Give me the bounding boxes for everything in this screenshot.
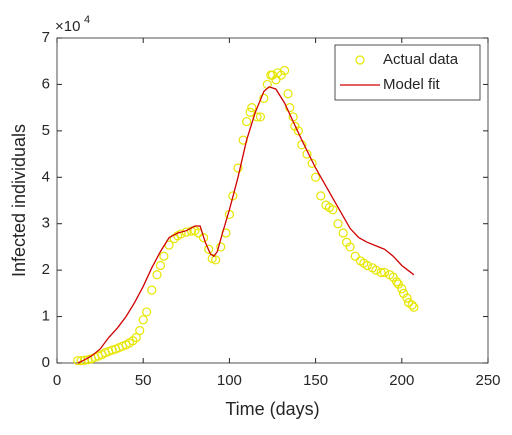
data-point [216,242,226,252]
data-point [409,302,419,312]
y-axis-label: Infected individuals [9,124,29,277]
x-axis-label: Time (days) [225,399,319,419]
data-point [255,112,266,122]
data-point [242,116,252,127]
data-point [392,277,402,287]
y-tick-label: 4 [42,168,50,185]
data-point [228,191,238,201]
data-point [285,103,295,113]
data-point [198,233,209,243]
y-tick-label: 0 [42,354,50,371]
data-point [79,355,90,365]
data-point [259,93,269,103]
data-point [138,315,148,325]
data-point [311,172,321,182]
data-point [159,251,169,261]
data-point [371,265,381,275]
data-point [142,307,152,317]
data-point [211,255,221,265]
y-tick-label: 2 [42,261,50,278]
data-point [204,244,214,254]
y-tick-label: 7 [42,29,50,46]
data-point [135,325,145,336]
data-point [345,242,355,252]
x-tick-label: 150 [303,372,328,389]
fit-line [77,86,415,364]
data-point [293,126,303,136]
data-point [316,191,326,201]
x-tick-label: 250 [475,372,500,389]
data-point [152,270,162,280]
data-point [407,300,417,310]
y-tick-label: 6 [42,75,50,92]
x-tick-label: 100 [217,372,242,389]
x-tick-label: 0 [53,372,61,389]
data-point [397,284,407,294]
legend-label: Model fit [383,76,441,93]
data-point [350,251,360,261]
y-exponent: ×10 [55,18,80,35]
y-exponent-power: 4 [84,14,90,26]
data-point [328,205,338,215]
legend [334,44,481,101]
data-point [379,267,390,278]
data-point [376,267,386,278]
data-point [147,285,157,295]
data-point [76,356,86,366]
data-point [307,158,317,168]
data-point [245,107,255,117]
data-point [279,65,290,76]
data-point [247,103,257,113]
legend-label: Actual data [383,51,459,68]
data-point [283,89,293,99]
data-point [233,163,243,173]
y-tick-label: 1 [42,308,50,325]
data-point [271,75,281,85]
x-tick-label: 50 [135,372,152,389]
x-tick-label: 200 [389,372,414,389]
data-point [338,228,348,238]
data-point [333,219,343,229]
y-tick-label: 5 [42,122,50,139]
data-point [362,260,372,271]
data-point [402,293,412,303]
data-point [155,260,166,271]
legend-marker [355,55,365,65]
y-tick-label: 3 [42,215,50,232]
data-point [252,112,262,122]
